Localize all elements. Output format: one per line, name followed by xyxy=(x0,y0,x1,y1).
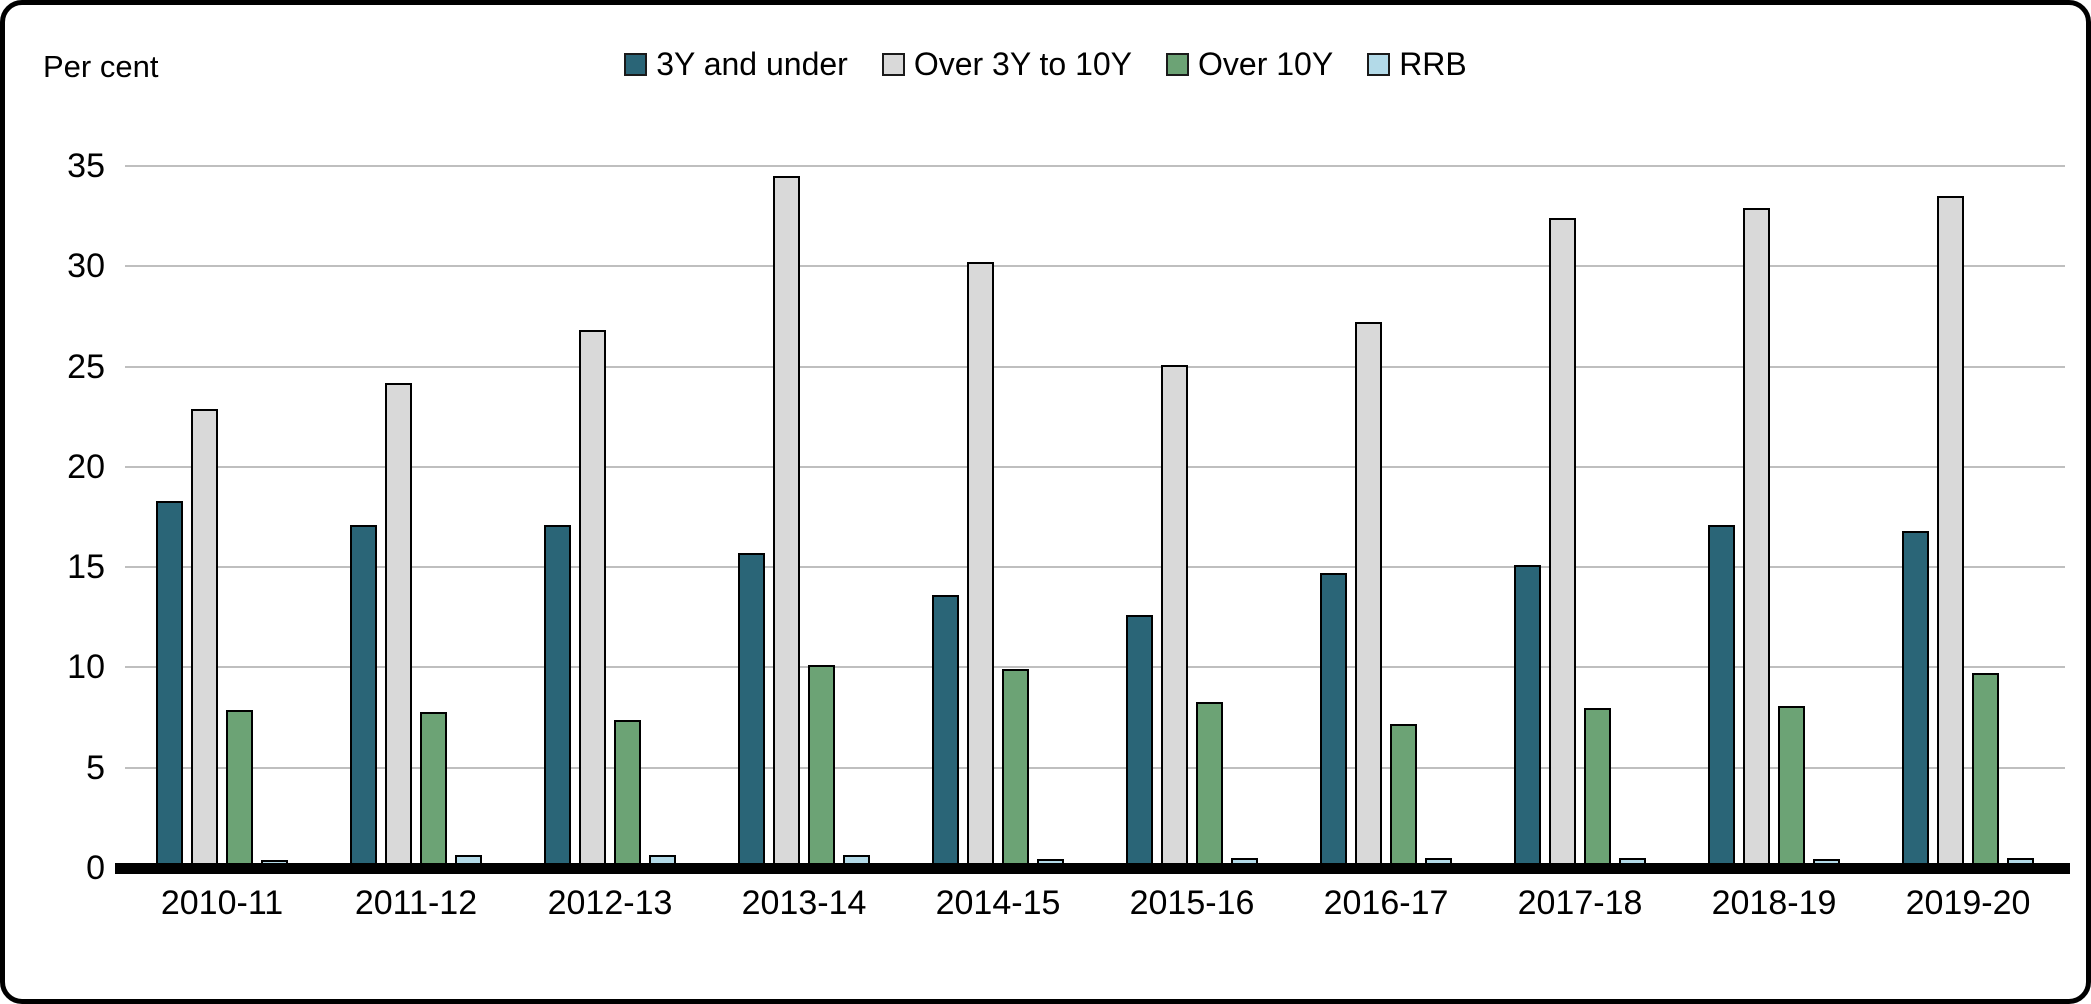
bar-2018-19-series-0 xyxy=(1708,525,1735,868)
x-axis-tick-label: 2015-16 xyxy=(1129,884,1255,922)
legend-label: Over 3Y to 10Y xyxy=(913,46,1133,82)
bar-2013-14-series-2 xyxy=(808,665,835,868)
y-axis-tick-label: 25 xyxy=(67,347,105,386)
y-axis-tick-label: 0 xyxy=(86,849,105,887)
gridline-30 xyxy=(125,265,2065,268)
y-axis-tick-label: 5 xyxy=(86,748,105,787)
bar-2016-17-series-2 xyxy=(1390,724,1417,868)
gridline-20 xyxy=(125,465,2065,468)
legend-label: RRB xyxy=(1399,46,1467,82)
bar-2011-12-series-0 xyxy=(350,525,377,868)
bar-2016-17-series-1 xyxy=(1355,322,1382,868)
y-axis-unit-label: Per cent xyxy=(43,49,159,84)
bar-2014-15-series-2 xyxy=(1002,669,1029,868)
bar-2018-19-series-2 xyxy=(1778,706,1805,868)
y-axis-tick-label: 30 xyxy=(67,247,105,286)
bar-2012-13-series-1 xyxy=(579,330,606,868)
bar-2018-19-series-1 xyxy=(1743,208,1770,868)
bar-2010-11-series-0 xyxy=(156,501,183,868)
gridline-5 xyxy=(125,766,2065,769)
gridline-35 xyxy=(125,165,2065,167)
x-axis-tick-label: 2018-19 xyxy=(1711,884,1837,922)
x-axis-line xyxy=(115,863,2070,874)
bar-2013-14-series-0 xyxy=(738,553,765,868)
bar-2017-18-series-1 xyxy=(1549,218,1576,868)
chart-legend: 3Y and under Over 3Y to 10Y Over 10Y RRB xyxy=(5,47,2086,81)
y-axis-tick-label: 35 xyxy=(67,147,105,185)
y-axis-tick-label: 15 xyxy=(67,548,105,587)
bar-2019-20-series-1 xyxy=(1937,196,1964,868)
bar-2015-16-series-1 xyxy=(1161,365,1188,868)
bar-2012-13-series-2 xyxy=(614,720,641,868)
x-axis-tick-label: 2011-12 xyxy=(354,884,478,922)
bar-2014-15-series-1 xyxy=(967,262,994,868)
x-axis-tick-label: 2019-20 xyxy=(1905,884,2031,922)
bar-2011-12-series-1 xyxy=(385,383,412,868)
x-axis-tick-label: 2013-14 xyxy=(741,884,867,922)
y-axis-tick-label: 20 xyxy=(67,447,105,486)
legend-swatch-icon xyxy=(1367,52,1391,76)
legend-swatch-icon xyxy=(1166,52,1190,76)
bar-2012-13-series-0 xyxy=(544,525,571,868)
bar-2015-16-series-0 xyxy=(1126,615,1153,868)
gridline-25 xyxy=(125,365,2065,368)
x-axis-tick-label: 2016-17 xyxy=(1323,884,1449,922)
x-axis-tick-label: 2017-18 xyxy=(1517,884,1643,922)
bar-2014-15-series-0 xyxy=(932,595,959,868)
legend-item-1: Over 3Y to 10Y xyxy=(881,46,1133,82)
legend-item-2: Over 10Y xyxy=(1166,47,1333,81)
gridline-15 xyxy=(125,566,2065,569)
legend-item-0: 3Y and under xyxy=(624,47,848,81)
gridline-10 xyxy=(125,666,2065,669)
bar-2017-18-series-0 xyxy=(1514,565,1541,868)
legend-item-3: RRB xyxy=(1367,47,1467,81)
bar-2019-20-series-0 xyxy=(1902,531,1929,868)
bar-2010-11-series-2 xyxy=(226,710,253,868)
bar-2010-11-series-1 xyxy=(191,409,218,868)
bar-2017-18-series-2 xyxy=(1584,708,1611,868)
x-axis-tick-label: 2014-15 xyxy=(935,884,1061,922)
legend-swatch-icon xyxy=(624,52,648,76)
y-axis-tick-label: 10 xyxy=(67,648,105,687)
bar-2011-12-series-2 xyxy=(420,712,447,868)
legend-swatch-icon xyxy=(881,52,905,76)
x-axis-tick-label: 2012-13 xyxy=(547,884,673,922)
bar-2016-17-series-0 xyxy=(1320,573,1347,868)
bar-2019-20-series-2 xyxy=(1972,673,1999,868)
bar-2013-14-series-1 xyxy=(773,176,800,868)
bar-2015-16-series-2 xyxy=(1196,702,1223,868)
legend-label: Over 10Y xyxy=(1198,46,1334,82)
x-axis-tick-label: 2010-11 xyxy=(160,884,284,922)
legend-label: 3Y and under xyxy=(656,46,848,82)
